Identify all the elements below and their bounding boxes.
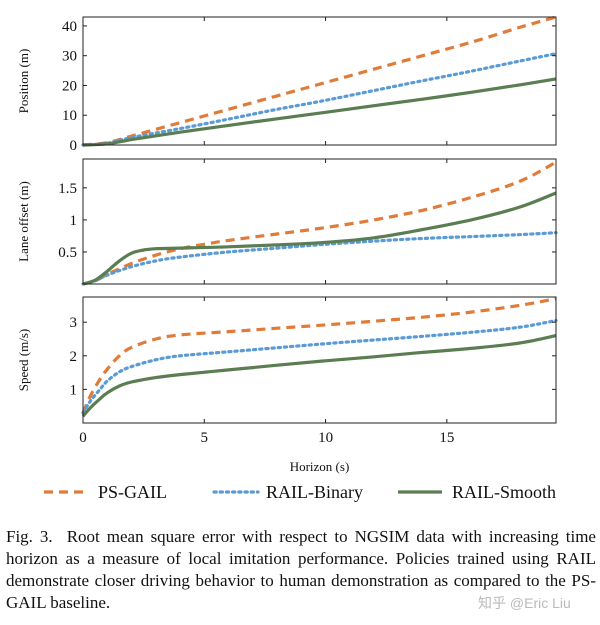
y-tick-label: 1	[70, 382, 78, 398]
legend-label-rail-binary: RAIL-Binary	[266, 482, 363, 502]
series-line-rail-smooth	[82, 77, 557, 147]
y-tick-label: 30	[62, 49, 77, 65]
legend: PS-GAIL RAIL-Binary RAIL-Smooth	[44, 482, 556, 502]
position-panel: 0 10 20 30 40 Position (m)	[16, 15, 558, 154]
series-line-rail-binary	[81, 231, 558, 286]
figure-caption: Fig. 3. Root mean square error with respe…	[6, 526, 596, 614]
caption-label: Fig. 3.	[6, 527, 53, 546]
plot-frame	[82, 158, 557, 285]
series-line-ps-gail	[81, 297, 557, 414]
x-tick-label: 5	[201, 430, 209, 446]
plot-frame	[82, 296, 557, 424]
plot-frame	[82, 16, 557, 146]
lane-offset-panel: 0.5 1 1.5 Lane offset (m)	[16, 158, 558, 286]
watermark: 知乎 @Eric Liu	[478, 595, 571, 611]
series-line-ps-gail	[82, 160, 557, 286]
caption-text: Root mean square error with respect to N…	[6, 527, 596, 612]
y-tick-label: 0.5	[58, 245, 77, 261]
legend-label-ps-gail: PS-GAIL	[98, 482, 167, 502]
y-axis-title: Speed (m/s)	[16, 329, 31, 391]
y-tick-label: 10	[62, 108, 77, 124]
x-tick-label: 15	[439, 430, 454, 446]
series-line-rail-binary	[81, 318, 558, 415]
x-axis-title: Horizon (s)	[290, 459, 350, 474]
y-tick-label: 40	[62, 19, 77, 35]
y-tick-label: 1	[70, 213, 78, 229]
y-tick-label: 1.5	[58, 181, 77, 197]
y-axis-title: Lane offset (m)	[16, 181, 31, 262]
series-line-rail-smooth	[81, 334, 557, 418]
y-tick-label: 2	[70, 349, 78, 365]
x-tick-label: 0	[79, 430, 87, 446]
series-line-rail-binary	[81, 52, 558, 147]
y-tick-label: 3	[70, 315, 78, 331]
speed-panel: 1 2 3 0 5 10 15 Speed (m/s) Horizon (s)	[16, 296, 558, 474]
y-tick-label: 0	[70, 138, 78, 154]
y-axis-title: Position (m)	[16, 49, 31, 114]
series-line-ps-gail	[82, 15, 557, 147]
series-line-rail-smooth	[82, 191, 557, 286]
legend-label-rail-smooth: RAIL-Smooth	[452, 482, 556, 502]
y-tick-label: 20	[62, 78, 77, 94]
x-tick-label: 10	[318, 430, 333, 446]
